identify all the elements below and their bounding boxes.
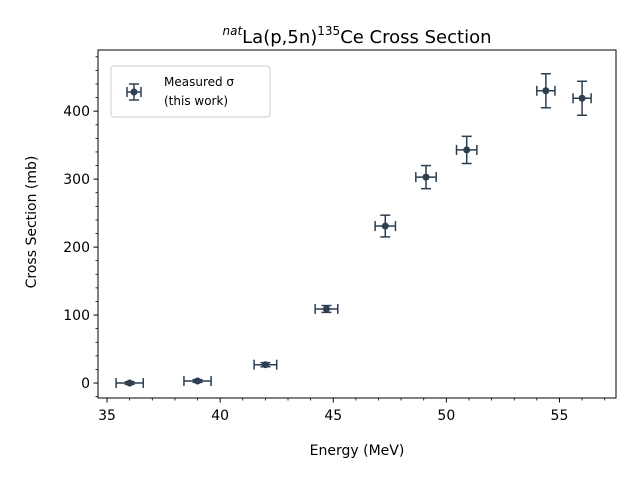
data-marker (322, 305, 330, 313)
y-tick-label: 300 (63, 172, 90, 188)
data-marker (578, 94, 586, 102)
x-tick-label: 50 (437, 408, 455, 424)
x-tick-label: 40 (211, 408, 229, 424)
legend-marker (126, 83, 142, 101)
y-tick-label: 100 (63, 308, 90, 324)
data-point (455, 135, 478, 165)
data-point (536, 73, 556, 109)
y-tick-label: 0 (81, 376, 90, 392)
legend-label-line2: (this work) (164, 94, 228, 108)
legend-label-line1: Measured σ (164, 75, 234, 89)
data-marker (126, 379, 134, 387)
x-tick-label: 45 (324, 408, 342, 424)
y-tick-label: 200 (63, 240, 90, 256)
data-marker (542, 87, 550, 95)
plot-area: 35 40 45 50 55 0 100 200 300 400 (63, 49, 617, 424)
data-point (253, 359, 278, 370)
axes-frame (97, 49, 617, 399)
data-point (374, 214, 397, 238)
x-tick-label: 35 (98, 408, 116, 424)
chart-title-part2: Ce Cross Section (340, 27, 491, 48)
data-point (183, 376, 212, 387)
chart-title-part1: La(p,5n) (242, 27, 317, 48)
chart-title-sup-nat: nat (222, 24, 243, 38)
legend-marker-dot (130, 88, 138, 96)
data-point (314, 303, 339, 314)
data-point (572, 80, 592, 116)
data-marker (194, 377, 202, 385)
data-marker (463, 146, 471, 154)
chart-title-sup-135: 135 (317, 24, 340, 38)
data-marker (422, 173, 430, 181)
x-axis-label: Energy (MeV) (310, 443, 405, 459)
legend-frame (110, 65, 271, 118)
x-tick-label: 55 (551, 408, 569, 424)
y-tick-label: 400 (63, 104, 90, 120)
legend: Measured σ (this work) (110, 65, 271, 118)
chart-title: natLa(p,5n)135Ce Cross Section (222, 24, 491, 48)
data-point (115, 378, 144, 389)
y-axis-label: Cross Section (mb) (24, 156, 40, 289)
data-point (415, 164, 437, 190)
data-marker (381, 222, 389, 230)
data-marker (261, 361, 269, 369)
